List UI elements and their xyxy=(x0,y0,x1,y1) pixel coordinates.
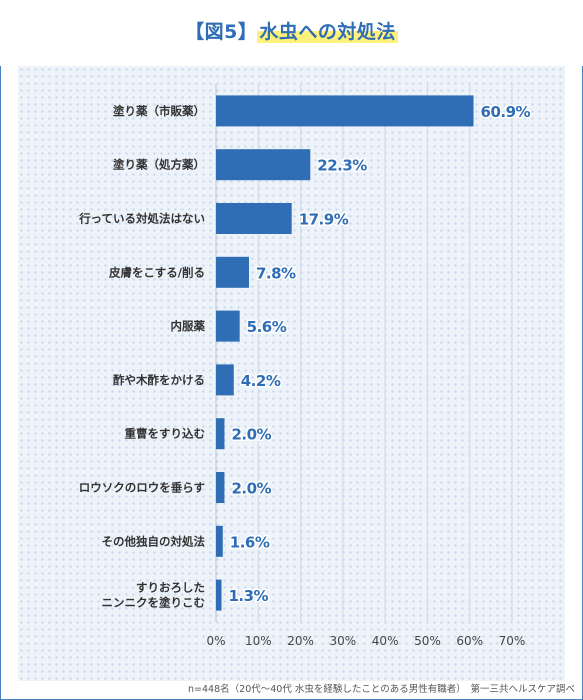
x-tick-label: 20% xyxy=(287,634,314,648)
bar xyxy=(216,472,225,503)
value-label: 1.3% xyxy=(228,587,268,605)
bar xyxy=(216,525,223,557)
category-label: 内服薬 xyxy=(171,319,206,333)
category-label: すりおろした xyxy=(136,581,205,595)
value-label: 5.6% xyxy=(247,318,287,336)
value-label: 7.8% xyxy=(256,264,296,282)
x-tick-label: 60% xyxy=(456,634,483,648)
x-tick-label: 70% xyxy=(499,634,526,648)
footer-note: n=448名（20代〜40代 水虫を経験したことのある男性有職者） 第一三共ヘル… xyxy=(188,684,575,695)
x-tick-label: 50% xyxy=(414,634,441,648)
category-label: ニンニクを塗りこむ xyxy=(102,596,206,610)
bar xyxy=(216,95,474,127)
value-label: 22.3% xyxy=(317,157,367,175)
x-tick-label: 40% xyxy=(372,634,399,648)
bar xyxy=(216,579,222,611)
category-label: 塗り薬（処方薬） xyxy=(113,158,205,172)
title-prefix: 【図5】 xyxy=(185,21,258,43)
value-label: 2.0% xyxy=(231,426,271,444)
category-label: 行っている対処法はない xyxy=(78,212,205,226)
category-label: その他独自の対処法 xyxy=(102,534,206,548)
value-label: 1.6% xyxy=(230,533,270,551)
value-label: 4.2% xyxy=(241,372,281,390)
chart-title: 【図5】 水虫への対処法 xyxy=(0,17,583,44)
value-label: 17.9% xyxy=(299,211,349,229)
value-label: 60.9% xyxy=(481,103,531,121)
bar xyxy=(216,203,292,234)
category-label: 塗り薬（市販薬） xyxy=(113,104,205,118)
value-label: 2.0% xyxy=(231,480,271,498)
x-tick-label: 30% xyxy=(330,634,357,648)
x-tick-label: 10% xyxy=(245,634,272,648)
category-label: ロウソクのロウを垂らす xyxy=(79,481,205,495)
bar xyxy=(216,364,234,396)
title-main: 水虫への対処法 xyxy=(257,21,398,43)
category-label: 皮膚をこする/削る xyxy=(108,265,205,279)
bar xyxy=(216,256,249,288)
category-label: 酢や木酢をかける xyxy=(113,373,205,387)
title-area: 【図5】 水虫への対処法 xyxy=(0,0,583,66)
bar xyxy=(216,149,311,181)
bar xyxy=(216,418,225,450)
bar xyxy=(216,310,240,342)
category-label: 重曹をすり込む xyxy=(125,427,206,441)
x-tick-label: 0% xyxy=(206,634,225,648)
